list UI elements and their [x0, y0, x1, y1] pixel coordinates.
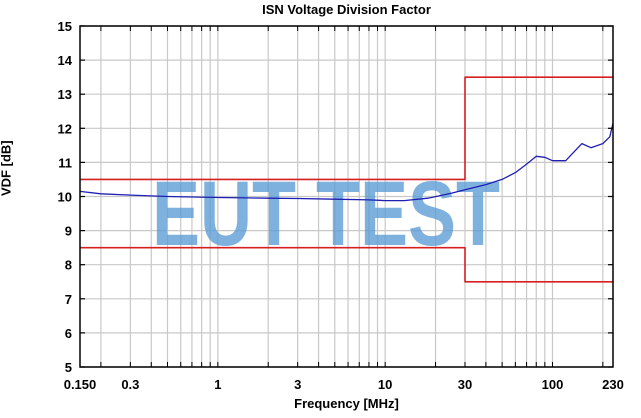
y-tick-label: 12 — [58, 121, 72, 136]
x-tick-label: 230 — [602, 377, 624, 392]
upper-limit-line — [80, 76, 613, 181]
y-tick-label: 5 — [65, 360, 72, 375]
grid-lines — [80, 25, 613, 368]
y-tick-label: 15 — [58, 19, 72, 34]
vdf-curve — [79, 123, 614, 202]
lower-limit-line — [80, 246, 613, 283]
x-tick-label: 10 — [378, 377, 392, 392]
x-tick-label: 100 — [542, 377, 564, 392]
y-tick-label: 10 — [58, 190, 72, 205]
y-tick-label: 14 — [58, 53, 73, 68]
y-tick-label: 7 — [65, 292, 72, 307]
y-tick-label: 6 — [65, 326, 72, 341]
x-tick-label: 0.150 — [64, 377, 97, 392]
watermark: EUT TEST — [152, 163, 500, 265]
x-axis-label: Frequency [MHz] — [294, 396, 399, 411]
data-series — [79, 76, 614, 283]
y-tick-label: 11 — [58, 155, 72, 170]
x-tick-label: 0.3 — [121, 377, 139, 392]
x-tick-label: 30 — [458, 377, 472, 392]
chart-title: ISN Voltage Division Factor — [262, 2, 431, 17]
x-tick-label: 1 — [214, 377, 221, 392]
x-tick-label: 3 — [294, 377, 301, 392]
y-tick-label: 13 — [58, 87, 72, 102]
y-tick-label: 9 — [65, 224, 72, 239]
y-tick-label: 8 — [65, 258, 72, 273]
watermark-text: EUT TEST — [152, 163, 500, 265]
